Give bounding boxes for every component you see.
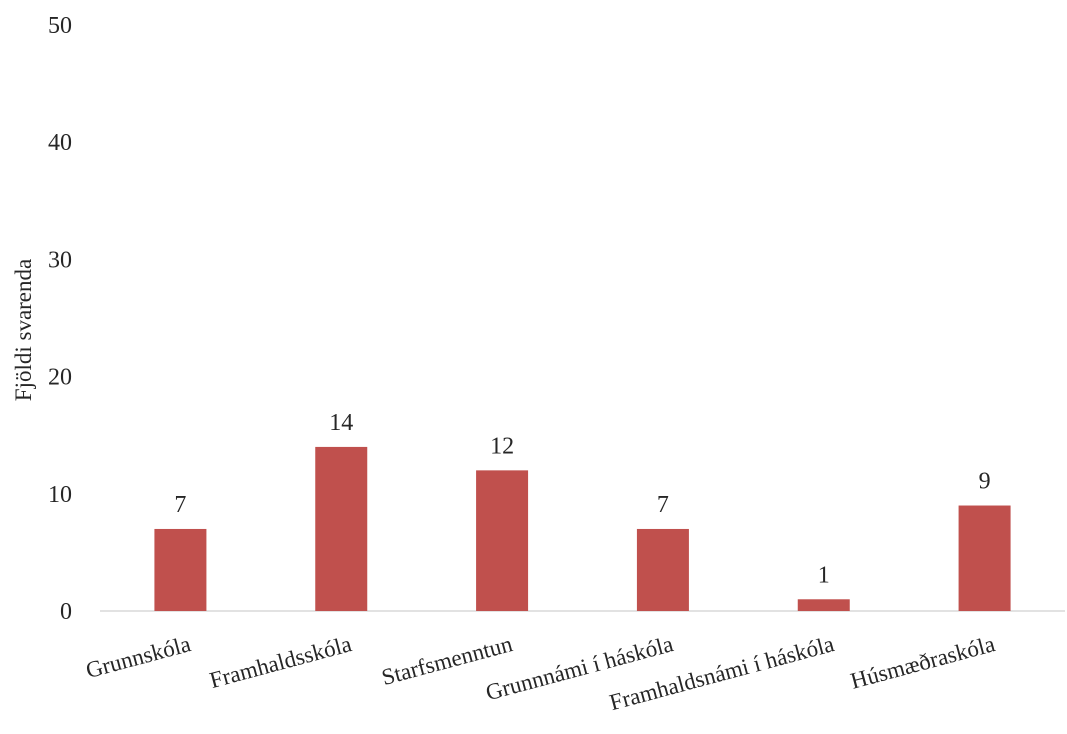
data-label: 7 xyxy=(174,492,186,518)
x-category-label: Grunnskóla xyxy=(83,631,193,683)
bars xyxy=(154,446,1011,611)
x-axis-categories: Grunnskóla Framhaldsskóla StarfsmenntunGru… xyxy=(83,631,997,715)
bar xyxy=(958,505,1011,611)
y-axis-ticks: 0 10 20 30 40 50 xyxy=(48,13,72,625)
x-category-label: Framhaldsskóla xyxy=(207,631,354,693)
data-label: 14 xyxy=(329,410,353,436)
data-label: 1 xyxy=(818,562,830,588)
y-axis-label: Fjöldi svarenda xyxy=(11,259,36,401)
bar xyxy=(636,528,689,611)
bar xyxy=(154,528,207,611)
y-tick-label: 40 xyxy=(48,130,72,156)
bar xyxy=(476,470,529,611)
data-label: 9 xyxy=(979,469,991,495)
data-labels: 7 14 12 7 1 9 xyxy=(174,410,990,588)
bar xyxy=(797,599,850,611)
y-tick-label: 50 xyxy=(48,13,72,39)
y-tick-label: 20 xyxy=(48,365,72,391)
data-label: 7 xyxy=(657,492,669,518)
y-tick-label: 0 xyxy=(60,599,72,625)
bar xyxy=(315,446,368,611)
x-category-label: Húsmæðraskóla xyxy=(848,631,998,694)
y-tick-label: 30 xyxy=(48,247,72,273)
y-tick-label: 10 xyxy=(48,482,72,508)
data-label: 12 xyxy=(490,433,514,459)
